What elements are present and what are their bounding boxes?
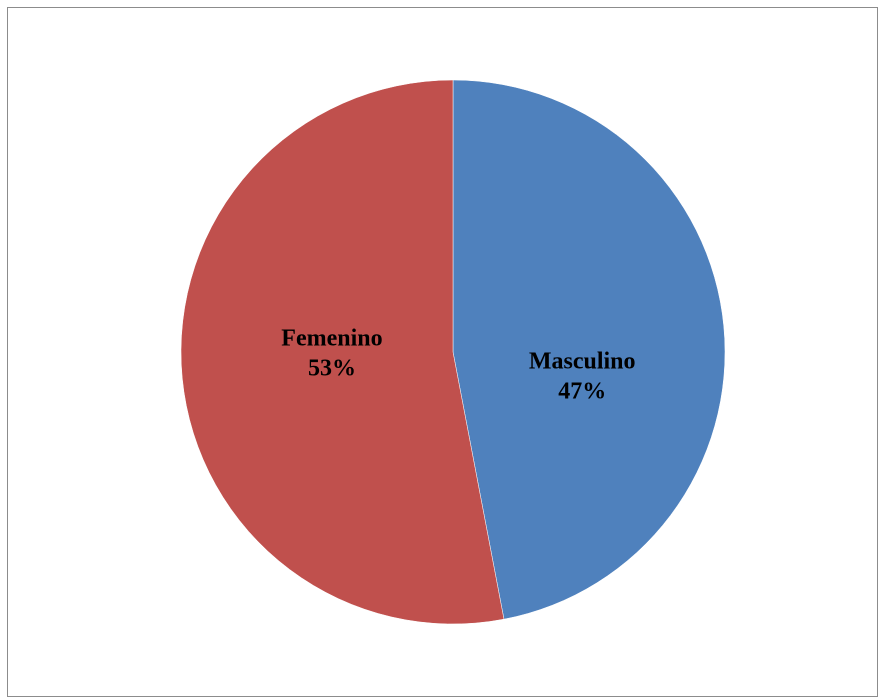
- slice-percent-masculino: 47%: [558, 378, 606, 404]
- pie-slices: [180, 79, 726, 625]
- slice-label-femenino: Femenino: [281, 325, 382, 351]
- slice-percent-femenino: 53%: [308, 355, 356, 381]
- pie-slice-femenino: [180, 79, 505, 625]
- slice-label-masculino: Masculino: [529, 348, 636, 374]
- pie-labels: Masculino 47% Femenino 53%: [281, 325, 635, 404]
- pie-slice-masculino: [452, 79, 726, 620]
